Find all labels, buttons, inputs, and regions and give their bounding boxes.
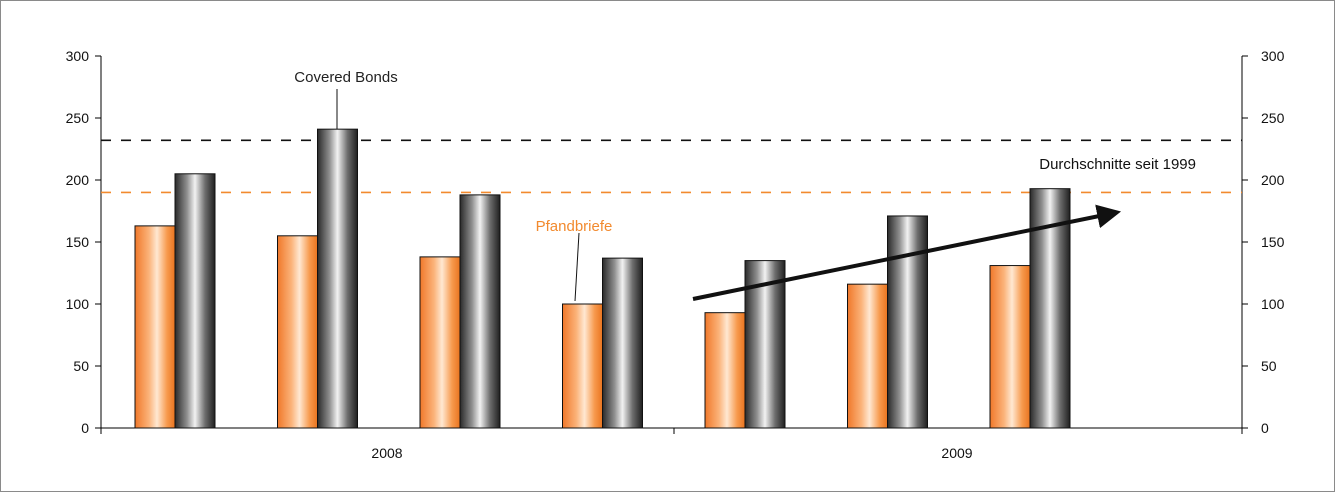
right-y-tick-label: 100	[1261, 296, 1285, 312]
pfandbriefe-bar	[419, 256, 461, 429]
right-y-tick-label: 250	[1261, 110, 1285, 126]
right-y-tick-label: 0	[1261, 420, 1269, 436]
pfandbriefe-bar	[704, 312, 746, 429]
trend-arrow	[692, 204, 1122, 301]
pfandbriefe-bar	[277, 235, 318, 429]
left-y-tick-label: 200	[66, 172, 90, 188]
right-y-tick-label: 50	[1261, 358, 1277, 374]
right-y-tick-label: 300	[1261, 48, 1285, 64]
pfandbriefe-bar	[562, 303, 603, 429]
covered-bonds-annotation: Covered Bonds	[294, 69, 397, 86]
right-y-tick-label: 200	[1261, 172, 1285, 188]
pfandbriefe-bar	[989, 265, 1031, 429]
bars	[134, 128, 1071, 429]
covered-bonds-bar	[317, 128, 358, 429]
y-ticks: 0 0 50 50 100 100 150 150 200 200 250 250 300 300	[66, 48, 1285, 436]
averages-annotation: Durchschnitte seit 1999	[1039, 156, 1196, 173]
covered-bonds-bar	[174, 173, 216, 429]
left-y-tick-label: 100	[66, 296, 90, 312]
covered-bonds-bar	[602, 257, 643, 429]
left-y-tick-label: 250	[66, 110, 90, 126]
pfandbriefe-leader-line	[574, 232, 580, 302]
left-y-tick-label: 0	[81, 420, 89, 436]
pfandbriefe-annotation: Pfandbriefe	[536, 218, 613, 235]
x-tick-label: 2008	[371, 445, 402, 461]
covered-bonds-bar	[459, 194, 501, 429]
x-tick-label: 2009	[941, 445, 972, 461]
left-y-tick-label: 50	[73, 358, 89, 374]
left-y-tick-label: 150	[66, 234, 90, 250]
x-tick-labels: 2008 2009	[371, 445, 972, 461]
right-y-tick-label: 150	[1261, 234, 1285, 250]
left-y-tick-label: 300	[66, 48, 90, 64]
pfandbriefe-bar	[134, 225, 176, 429]
covered-bonds-bar	[887, 215, 928, 429]
pfandbriefe-bar	[847, 283, 888, 429]
